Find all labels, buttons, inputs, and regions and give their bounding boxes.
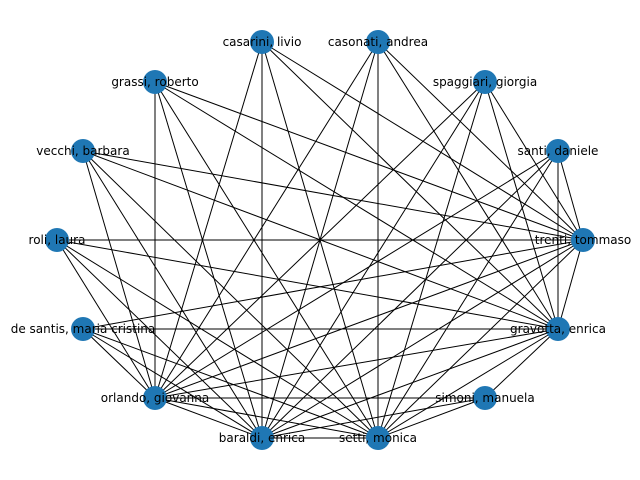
node-roli: [45, 228, 69, 252]
edge-orlando-baraldi: [154, 397, 263, 439]
node-gravotta: [546, 317, 570, 341]
node-label-setti: setti, monica: [339, 431, 417, 445]
edge-trenti-baraldi: [261, 239, 584, 439]
edge-layer: [56, 41, 584, 439]
edge-casonati-trenti: [377, 41, 584, 241]
node-spaggiari: [473, 70, 497, 94]
node-label-santi: santi, daniele: [518, 144, 599, 158]
edge-spaggiari-gravotta: [484, 81, 559, 330]
edge-simoni-setti: [377, 397, 486, 439]
node-label-spaggiari: spaggiari, giorgia: [433, 75, 537, 89]
edge-grassi-trenti: [154, 81, 584, 241]
edge-casarini-trenti: [261, 41, 584, 241]
edge-roli-gravotta: [56, 239, 559, 330]
node-vecchi: [71, 139, 95, 163]
edge-roli-baraldi: [56, 239, 263, 439]
edge-vecchi-setti: [82, 150, 379, 439]
edge-roli-setti: [56, 239, 379, 439]
edge-grassi-baraldi: [154, 81, 263, 439]
edge-casarini-gravotta: [261, 41, 559, 330]
edge-grassi-setti: [154, 81, 379, 439]
edge-vecchi-orlando: [82, 150, 156, 399]
edge-desantis-trenti: [82, 239, 584, 330]
node-label-casonati: casonati, andrea: [328, 35, 428, 49]
edge-simoni-gravotta: [484, 328, 559, 399]
edge-spaggiari-setti: [377, 81, 486, 439]
node-layer: [45, 30, 595, 450]
edge-desantis-setti: [82, 328, 379, 439]
node-label-baraldi: baraldi, enrica: [219, 431, 305, 445]
edge-trenti-gravotta: [557, 239, 584, 330]
edge-gravotta-baraldi: [261, 328, 559, 439]
node-grassi: [143, 70, 167, 94]
node-baraldi: [250, 426, 274, 450]
node-setti: [366, 426, 390, 450]
edge-santi-baraldi: [261, 150, 559, 439]
edge-santi-trenti: [557, 150, 584, 241]
node-casarini: [250, 30, 274, 54]
edge-simoni-baraldi: [261, 397, 486, 439]
node-label-orlando: orlando, giovanna: [101, 391, 209, 405]
node-trenti: [571, 228, 595, 252]
edge-santi-setti: [377, 150, 559, 439]
edge-gravotta-orlando: [154, 328, 559, 399]
node-label-gravotta: gravotta, enrica: [510, 322, 606, 336]
node-label-trenti: trenti, tommaso: [535, 233, 631, 247]
edge-gravotta-setti: [377, 328, 559, 439]
edge-roli-orlando: [56, 239, 156, 399]
edge-desantis-orlando: [82, 328, 156, 399]
edge-trenti-setti: [377, 239, 584, 439]
label-layer: casarini, livio casonati, andrea grassi, r…: [11, 35, 631, 445]
edge-trenti-orlando: [154, 239, 584, 399]
node-label-vecchi: vecchi, barbara: [36, 144, 129, 158]
node-simoni: [473, 386, 497, 410]
edge-desantis-baraldi: [82, 328, 263, 439]
edge-vecchi-trenti: [82, 150, 584, 241]
edge-orlando-setti: [154, 397, 379, 439]
node-santi: [546, 139, 570, 163]
edge-spaggiari-trenti: [484, 81, 584, 241]
edge-casarini-orlando: [154, 41, 263, 399]
node-label-grassi: grassi, roberto: [111, 75, 198, 89]
node-label-roli: roli, laura: [29, 233, 86, 247]
edge-vecchi-baraldi: [82, 150, 263, 439]
node-orlando: [143, 386, 167, 410]
node-label-desantis: de santis, maria cristina: [11, 322, 156, 336]
edge-santi-orlando: [154, 150, 559, 399]
node-casonati: [366, 30, 390, 54]
node-label-casarini: casarini, livio: [223, 35, 302, 49]
node-label-simoni: simoni, manuela: [435, 391, 535, 405]
node-desantis: [71, 317, 95, 341]
edge-casonati-gravotta: [377, 41, 559, 330]
